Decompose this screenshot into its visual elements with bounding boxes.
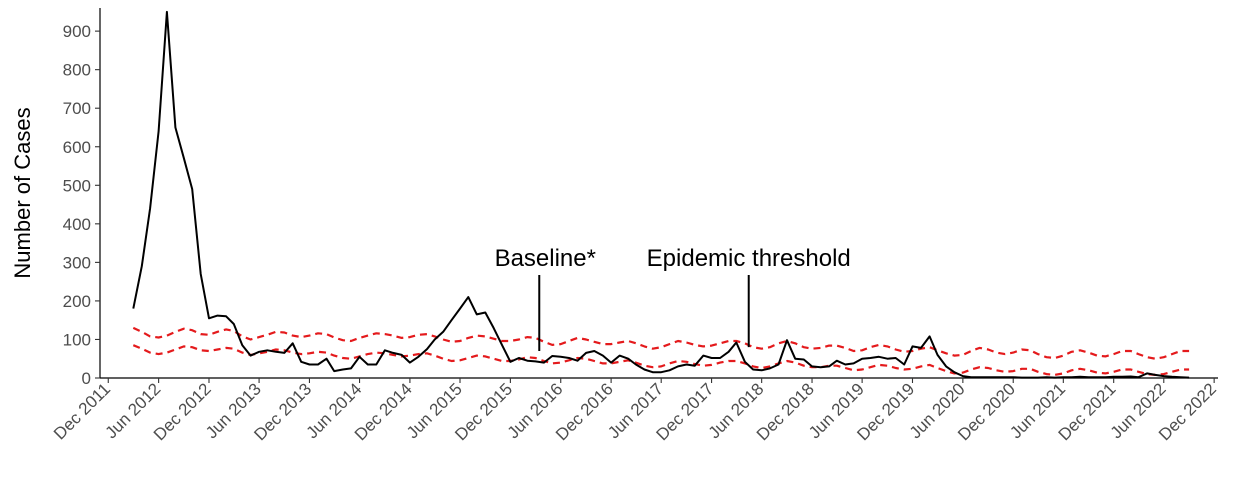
threshold-band-line [132, 344, 1190, 376]
y-tick-label: 0 [82, 369, 91, 388]
annotation-label: Epidemic threshold [647, 245, 851, 272]
series-layer [132, 10, 1190, 379]
y-tick-label: 800 [63, 61, 91, 80]
y-tick-label: 200 [63, 292, 91, 311]
y-tick-label: 600 [63, 138, 91, 157]
case-count-line [132, 10, 1190, 379]
x-tick-label: Dec 2011 [50, 379, 114, 443]
y-axis-title: Number of Cases [10, 107, 35, 278]
y-tick-label: 900 [63, 22, 91, 41]
threshold-band-line [132, 326, 1190, 360]
y-tick-label: 500 [63, 176, 91, 195]
y-tick-label: 300 [63, 253, 91, 272]
annotations: Baseline* Epidemic threshold [495, 245, 851, 352]
y-tick-label: 700 [63, 99, 91, 118]
annotation-label: Baseline* [495, 245, 596, 272]
axes: 0 100 200 300 400 500 600 700 800 900 Dec 2011Jun… [50, 8, 1220, 444]
y-tick-label: 400 [63, 215, 91, 234]
y-tick-label: 100 [63, 330, 91, 349]
y-ticks: 0 100 200 300 400 500 600 700 800 900 [63, 22, 100, 388]
